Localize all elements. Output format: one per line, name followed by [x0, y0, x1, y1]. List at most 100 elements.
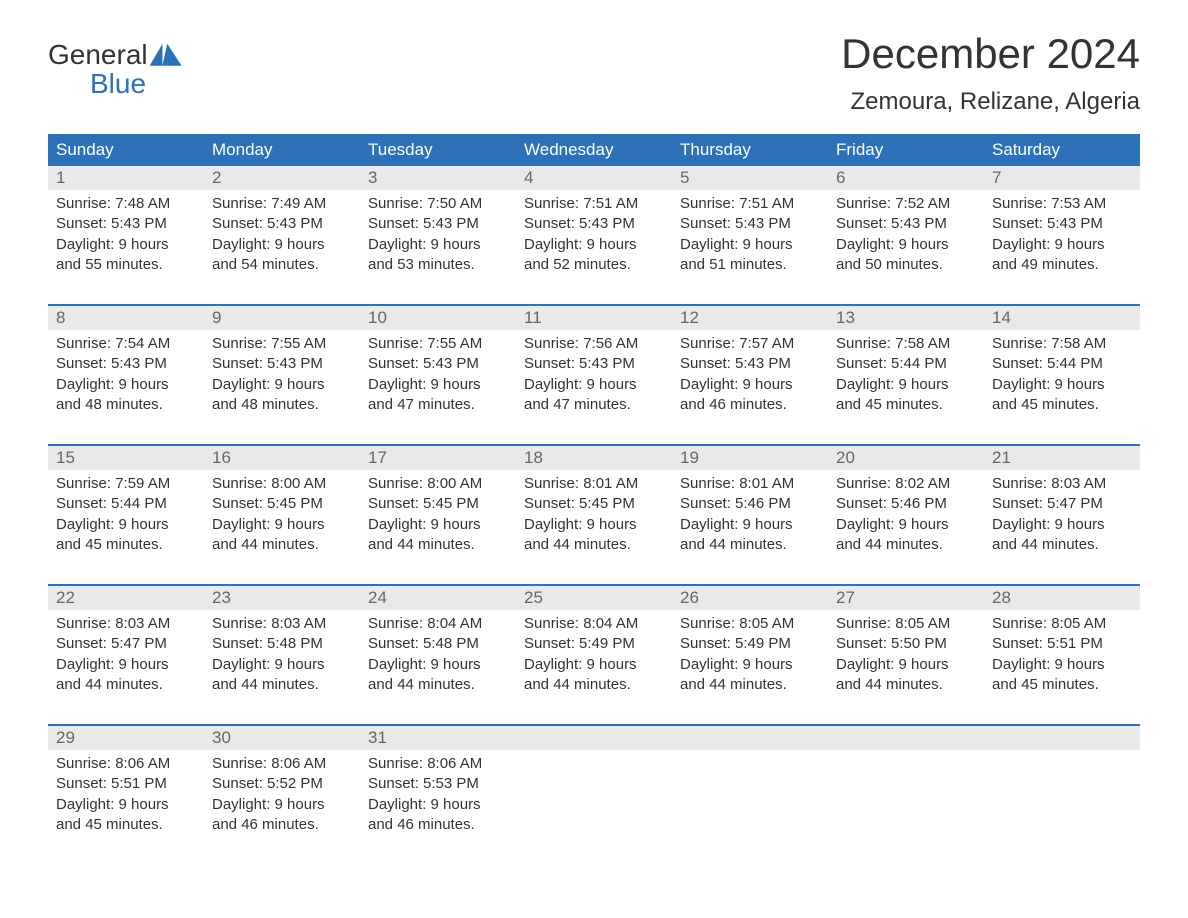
day-number: 8	[48, 306, 204, 330]
daylight-line1: Daylight: 9 hours	[368, 655, 508, 675]
day-cell: 1Sunrise: 7:48 AMSunset: 5:43 PMDaylight…	[48, 166, 204, 284]
daylight-line2: and 47 minutes.	[368, 395, 508, 415]
day-content: Sunrise: 8:01 AMSunset: 5:45 PMDaylight:…	[516, 470, 672, 563]
sunrise-text: Sunrise: 8:05 AM	[680, 614, 820, 634]
day-cell: 23Sunrise: 8:03 AMSunset: 5:48 PMDayligh…	[204, 586, 360, 704]
day-content: Sunrise: 8:06 AMSunset: 5:51 PMDaylight:…	[48, 750, 204, 843]
daylight-line1: Daylight: 9 hours	[836, 235, 976, 255]
sunrise-text: Sunrise: 8:03 AM	[56, 614, 196, 634]
day-cell: 4Sunrise: 7:51 AMSunset: 5:43 PMDaylight…	[516, 166, 672, 284]
day-content: Sunrise: 8:05 AMSunset: 5:49 PMDaylight:…	[672, 610, 828, 703]
week-row: 8Sunrise: 7:54 AMSunset: 5:43 PMDaylight…	[48, 304, 1140, 424]
daylight-line1: Daylight: 9 hours	[992, 515, 1132, 535]
weekday-header: Wednesday	[516, 134, 672, 166]
sunrise-text: Sunrise: 7:58 AM	[992, 334, 1132, 354]
daylight-line2: and 44 minutes.	[836, 675, 976, 695]
day-number: 23	[204, 586, 360, 610]
day-cell: 7Sunrise: 7:53 AMSunset: 5:43 PMDaylight…	[984, 166, 1140, 284]
title-block: December 2024 Zemoura, Relizane, Algeria	[841, 30, 1140, 116]
day-number: 9	[204, 306, 360, 330]
daylight-line1: Daylight: 9 hours	[56, 795, 196, 815]
day-content: Sunrise: 7:53 AMSunset: 5:43 PMDaylight:…	[984, 190, 1140, 283]
sunrise-text: Sunrise: 8:01 AM	[680, 474, 820, 494]
daylight-line1: Daylight: 9 hours	[680, 655, 820, 675]
sunrise-text: Sunrise: 8:06 AM	[56, 754, 196, 774]
sunset-text: Sunset: 5:53 PM	[368, 774, 508, 794]
day-cell: 16Sunrise: 8:00 AMSunset: 5:45 PMDayligh…	[204, 446, 360, 564]
daylight-line1: Daylight: 9 hours	[992, 655, 1132, 675]
day-cell	[984, 726, 1140, 844]
sunset-text: Sunset: 5:51 PM	[56, 774, 196, 794]
day-cell: 8Sunrise: 7:54 AMSunset: 5:43 PMDaylight…	[48, 306, 204, 424]
day-cell: 3Sunrise: 7:50 AMSunset: 5:43 PMDaylight…	[360, 166, 516, 284]
day-cell: 2Sunrise: 7:49 AMSunset: 5:43 PMDaylight…	[204, 166, 360, 284]
day-number: 27	[828, 586, 984, 610]
daylight-line2: and 44 minutes.	[368, 675, 508, 695]
day-number: 14	[984, 306, 1140, 330]
day-number	[516, 726, 672, 750]
day-cell: 19Sunrise: 8:01 AMSunset: 5:46 PMDayligh…	[672, 446, 828, 564]
day-number: 13	[828, 306, 984, 330]
sunset-text: Sunset: 5:46 PM	[836, 494, 976, 514]
weeks-container: 1Sunrise: 7:48 AMSunset: 5:43 PMDaylight…	[48, 166, 1140, 844]
daylight-line2: and 47 minutes.	[524, 395, 664, 415]
daylight-line2: and 46 minutes.	[368, 815, 508, 835]
sunset-text: Sunset: 5:43 PM	[524, 214, 664, 234]
daylight-line1: Daylight: 9 hours	[368, 235, 508, 255]
sunset-text: Sunset: 5:48 PM	[212, 634, 352, 654]
day-number: 1	[48, 166, 204, 190]
day-content: Sunrise: 7:55 AMSunset: 5:43 PMDaylight:…	[360, 330, 516, 423]
daylight-line1: Daylight: 9 hours	[680, 515, 820, 535]
sunrise-text: Sunrise: 8:06 AM	[368, 754, 508, 774]
day-cell	[672, 726, 828, 844]
week-row: 15Sunrise: 7:59 AMSunset: 5:44 PMDayligh…	[48, 444, 1140, 564]
sunrise-text: Sunrise: 8:01 AM	[524, 474, 664, 494]
day-content: Sunrise: 8:03 AMSunset: 5:47 PMDaylight:…	[48, 610, 204, 703]
sunset-text: Sunset: 5:49 PM	[680, 634, 820, 654]
sunrise-text: Sunrise: 7:54 AM	[56, 334, 196, 354]
day-content: Sunrise: 7:52 AMSunset: 5:43 PMDaylight:…	[828, 190, 984, 283]
weekday-header: Monday	[204, 134, 360, 166]
day-cell: 29Sunrise: 8:06 AMSunset: 5:51 PMDayligh…	[48, 726, 204, 844]
daylight-line1: Daylight: 9 hours	[212, 235, 352, 255]
daylight-line2: and 44 minutes.	[836, 535, 976, 555]
sunrise-text: Sunrise: 8:05 AM	[836, 614, 976, 634]
weekday-header-row: Sunday Monday Tuesday Wednesday Thursday…	[48, 134, 1140, 166]
daylight-line1: Daylight: 9 hours	[56, 655, 196, 675]
day-number	[828, 726, 984, 750]
sunrise-text: Sunrise: 8:03 AM	[992, 474, 1132, 494]
day-content: Sunrise: 7:50 AMSunset: 5:43 PMDaylight:…	[360, 190, 516, 283]
sunset-text: Sunset: 5:43 PM	[680, 214, 820, 234]
day-cell: 30Sunrise: 8:06 AMSunset: 5:52 PMDayligh…	[204, 726, 360, 844]
day-number: 6	[828, 166, 984, 190]
weekday-header: Saturday	[984, 134, 1140, 166]
day-content: Sunrise: 8:00 AMSunset: 5:45 PMDaylight:…	[204, 470, 360, 563]
day-content: Sunrise: 7:59 AMSunset: 5:44 PMDaylight:…	[48, 470, 204, 563]
daylight-line2: and 44 minutes.	[212, 535, 352, 555]
daylight-line1: Daylight: 9 hours	[524, 235, 664, 255]
logo-line1: General	[48, 40, 182, 69]
sunrise-text: Sunrise: 7:55 AM	[212, 334, 352, 354]
sunrise-text: Sunrise: 7:53 AM	[992, 194, 1132, 214]
daylight-line2: and 45 minutes.	[56, 815, 196, 835]
day-cell: 26Sunrise: 8:05 AMSunset: 5:49 PMDayligh…	[672, 586, 828, 704]
daylight-line1: Daylight: 9 hours	[368, 795, 508, 815]
day-cell: 20Sunrise: 8:02 AMSunset: 5:46 PMDayligh…	[828, 446, 984, 564]
daylight-line1: Daylight: 9 hours	[212, 655, 352, 675]
sunrise-text: Sunrise: 8:04 AM	[368, 614, 508, 634]
day-content: Sunrise: 7:51 AMSunset: 5:43 PMDaylight:…	[672, 190, 828, 283]
weekday-header: Sunday	[48, 134, 204, 166]
daylight-line1: Daylight: 9 hours	[524, 375, 664, 395]
day-number: 5	[672, 166, 828, 190]
sunset-text: Sunset: 5:47 PM	[992, 494, 1132, 514]
daylight-line1: Daylight: 9 hours	[212, 795, 352, 815]
daylight-line2: and 48 minutes.	[56, 395, 196, 415]
day-cell: 12Sunrise: 7:57 AMSunset: 5:43 PMDayligh…	[672, 306, 828, 424]
daylight-line1: Daylight: 9 hours	[56, 515, 196, 535]
day-cell: 15Sunrise: 7:59 AMSunset: 5:44 PMDayligh…	[48, 446, 204, 564]
daylight-line1: Daylight: 9 hours	[56, 235, 196, 255]
day-content: Sunrise: 7:58 AMSunset: 5:44 PMDaylight:…	[984, 330, 1140, 423]
day-number: 31	[360, 726, 516, 750]
day-content: Sunrise: 8:02 AMSunset: 5:46 PMDaylight:…	[828, 470, 984, 563]
daylight-line1: Daylight: 9 hours	[992, 375, 1132, 395]
